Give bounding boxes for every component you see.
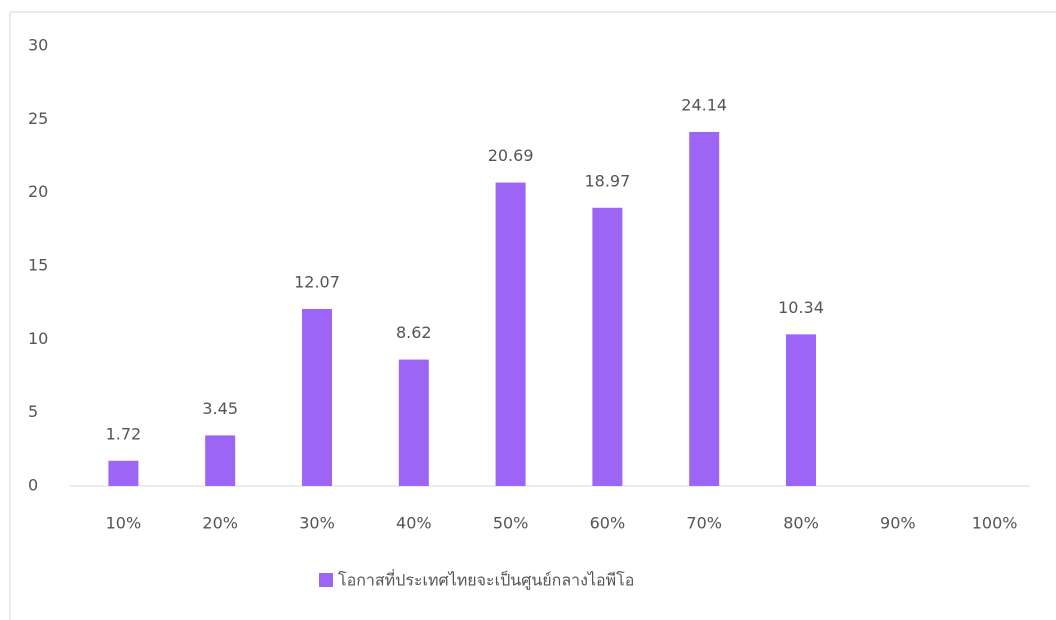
- data-label: 3.45: [202, 399, 238, 418]
- bar: [108, 460, 139, 486]
- x-tick-label: 50%: [493, 514, 529, 533]
- x-tick-label: 60%: [590, 514, 626, 533]
- legend-label: โอกาสที่ประเทศไทยจะเป็นศูนย์กลางไอพีโอ: [338, 569, 634, 591]
- x-tick-label: 10%: [106, 514, 142, 533]
- legend-swatch: [319, 573, 333, 587]
- x-tick-label: 20%: [202, 514, 238, 533]
- data-label: 8.62: [396, 323, 432, 342]
- y-tick-label: 0: [28, 476, 38, 495]
- y-tick-label: 30: [28, 36, 48, 55]
- bar: [495, 182, 526, 486]
- data-label: 20.69: [488, 146, 534, 165]
- x-tick-label: 70%: [686, 514, 722, 533]
- data-label: 24.14: [681, 95, 727, 114]
- y-tick-label: 25: [28, 109, 48, 128]
- y-tick-label: 5: [28, 402, 38, 421]
- x-tick-label: 40%: [396, 514, 432, 533]
- bar: [205, 435, 236, 486]
- chart-border: [9, 11, 1056, 620]
- x-tick-label: 30%: [299, 514, 335, 533]
- bar: [786, 334, 816, 486]
- x-tick-label: 80%: [783, 514, 819, 533]
- bar: [592, 207, 623, 487]
- bar: [398, 359, 429, 486]
- data-label: 1.72: [106, 424, 142, 443]
- data-label: 10.34: [778, 298, 824, 317]
- data-label: 12.07: [294, 272, 340, 291]
- bar: [689, 131, 720, 487]
- data-label: 18.97: [584, 171, 630, 190]
- bar: [302, 308, 332, 486]
- y-tick-label: 20: [28, 182, 48, 201]
- y-tick-label: 15: [28, 256, 48, 275]
- y-tick-label: 10: [28, 329, 48, 348]
- x-tick-label: 90%: [880, 514, 916, 533]
- x-tick-label: 100%: [972, 514, 1018, 533]
